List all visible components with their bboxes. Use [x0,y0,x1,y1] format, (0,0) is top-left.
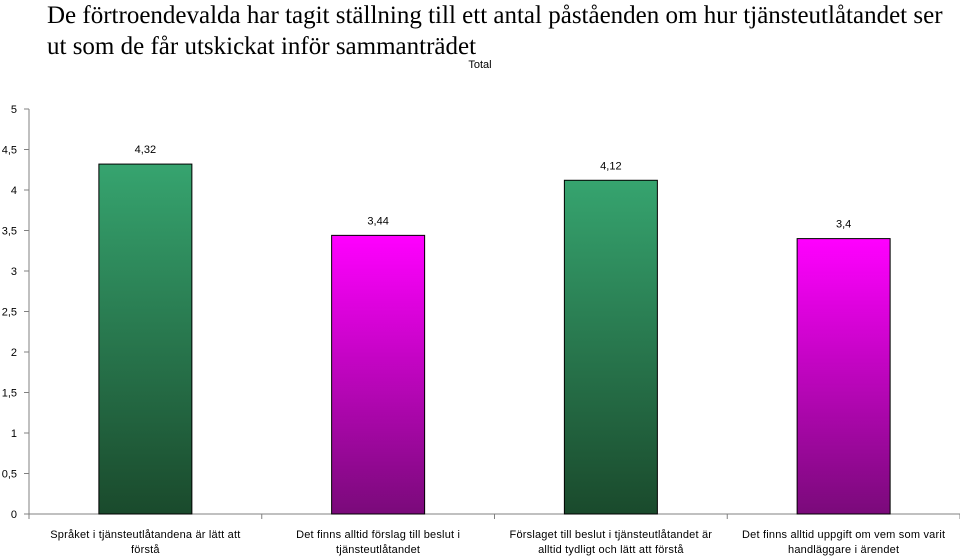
bar-4 [796,238,891,515]
y-tick-label: 4 [11,185,17,197]
y-tick-label: 2,5 [2,307,17,319]
data-label-3: 4,12 [600,160,621,172]
data-label-1: 4,32 [135,144,156,156]
y-tick-label: 1,5 [2,388,17,400]
y-tick-label: 4,5 [2,145,17,157]
x-category-label: Det finns alltid uppgift om vem som vari… [742,529,946,556]
chart-subtitle: Total [468,59,492,71]
y-tick-label: 2 [11,347,17,359]
bar-1 [98,163,193,515]
chart-value-labels: 4,32 3,44 4,12 3,4 [135,144,852,231]
data-label-2: 3,44 [367,215,388,227]
x-category-label: Förslaget till beslut i tjänsteutlåtande… [509,529,713,556]
y-tick-label: 3 [11,266,17,278]
y-tick-label: 1 [11,428,17,440]
chart-title: De förtroendevalda har tagit ställning t… [47,2,943,60]
x-category-label: Det finns alltid förslag till beslut i t… [296,529,461,556]
bar-2 [331,234,426,515]
y-tick-label: 0,5 [2,469,17,481]
y-tick-label: 5 [11,104,17,116]
y-tick-label: 0 [11,509,17,521]
chart-bars [98,163,891,515]
bar-3 [563,179,658,515]
data-label-4: 3,4 [836,219,851,231]
x-category-label: Språket i tjänsteutlåtandena är lätt att… [50,529,241,556]
y-tick-label: 3,5 [2,226,17,238]
